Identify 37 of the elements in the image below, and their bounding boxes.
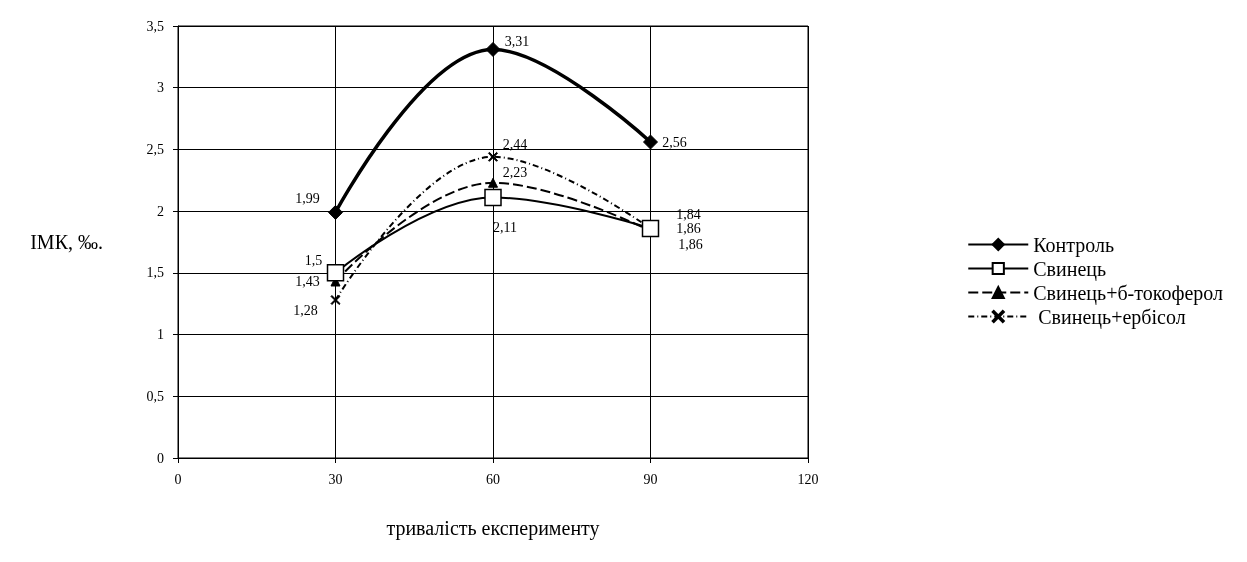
legend-label: Свинець+ербісол (1033, 305, 1186, 329)
data-label: 1,43 (295, 274, 320, 289)
point (641, 219, 660, 238)
legend-label: Свинець (1033, 257, 1107, 281)
point (328, 204, 343, 220)
y-tick-label: 0,5 (146, 388, 164, 404)
legend-label: Свинець+б-токоферол (1033, 281, 1224, 305)
x-tick-label: 120 (797, 471, 819, 487)
x-axis-title: тривалість експерименту (386, 517, 600, 540)
x-tick-label: 90 (643, 471, 658, 487)
y-tick-label: 2,5 (146, 141, 164, 157)
data-label: 2,23 (502, 165, 528, 181)
point (484, 188, 502, 207)
y-axis-title: ІМК, ‰. (30, 231, 103, 253)
data-label: 1,28 (293, 302, 318, 318)
data-label: 2,44 (502, 137, 528, 153)
data-label: 2,11 (493, 220, 517, 236)
point (330, 295, 341, 306)
y-tick-label: 1 (157, 327, 164, 343)
point (485, 41, 501, 57)
y-tick-label: 0 (157, 450, 164, 466)
data-label: 3,31 (504, 33, 530, 49)
x-tick-label: 30 (328, 471, 343, 487)
y-tick-label: 3 (157, 80, 164, 96)
y-tick-label: 1,5 (146, 265, 164, 281)
legend-label: Контроль (1033, 233, 1115, 257)
point (488, 151, 498, 162)
data-label: 1,86 (676, 220, 701, 236)
data-label: 2,56 (662, 134, 687, 150)
data-label: 1,86 (678, 236, 703, 252)
point (643, 134, 658, 150)
y-tick-label: 2 (157, 203, 164, 219)
data-label: 1,5 (304, 253, 323, 269)
x-tick-label: 0 (174, 471, 182, 487)
data-label: 1,99 (295, 190, 320, 206)
y-tick-label: 3,5 (146, 18, 164, 34)
x-tick-label: 60 (486, 471, 500, 487)
